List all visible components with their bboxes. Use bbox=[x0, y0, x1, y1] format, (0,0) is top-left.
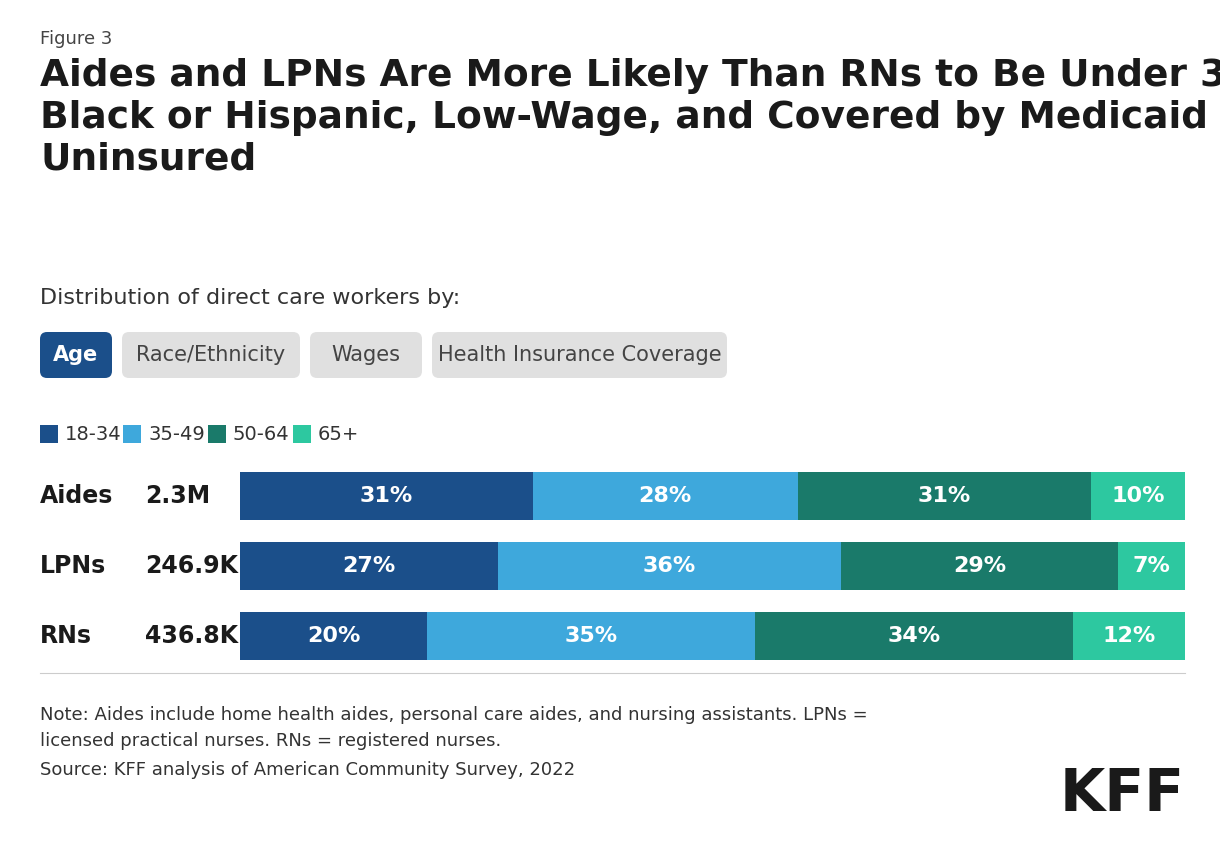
Bar bbox=[1119, 542, 1185, 590]
Bar bbox=[207, 425, 226, 443]
Text: 436.8K: 436.8K bbox=[145, 624, 238, 648]
Bar bbox=[123, 425, 142, 443]
Bar bbox=[427, 612, 755, 660]
Text: 7%: 7% bbox=[1132, 556, 1170, 576]
FancyBboxPatch shape bbox=[432, 332, 727, 378]
Text: 18-34: 18-34 bbox=[65, 424, 122, 443]
Text: Age: Age bbox=[54, 345, 99, 365]
Text: 34%: 34% bbox=[887, 626, 941, 646]
Text: LPNs: LPNs bbox=[40, 554, 106, 578]
Text: Aides and LPNs Are More Likely Than RNs to Be Under 35,
Black or Hispanic, Low-W: Aides and LPNs Are More Likely Than RNs … bbox=[40, 58, 1220, 178]
Bar bbox=[498, 542, 842, 590]
Text: Wages: Wages bbox=[332, 345, 400, 365]
Text: 10%: 10% bbox=[1111, 486, 1165, 506]
Text: 29%: 29% bbox=[953, 556, 1006, 576]
Bar bbox=[293, 425, 311, 443]
FancyBboxPatch shape bbox=[122, 332, 300, 378]
Text: 31%: 31% bbox=[917, 486, 971, 506]
Bar bbox=[842, 542, 1119, 590]
Text: Distribution of direct care workers by:: Distribution of direct care workers by: bbox=[40, 288, 460, 308]
Text: 12%: 12% bbox=[1102, 626, 1155, 646]
Bar bbox=[240, 542, 498, 590]
Bar bbox=[533, 472, 798, 520]
Text: 2.3M: 2.3M bbox=[145, 484, 210, 508]
Text: Race/Ethnicity: Race/Ethnicity bbox=[137, 345, 285, 365]
Text: Aides: Aides bbox=[40, 484, 113, 508]
Bar bbox=[798, 472, 1091, 520]
Text: 27%: 27% bbox=[343, 556, 395, 576]
Text: 65+: 65+ bbox=[318, 424, 360, 443]
Text: 20%: 20% bbox=[307, 626, 360, 646]
Bar bbox=[1072, 612, 1185, 660]
FancyBboxPatch shape bbox=[40, 332, 112, 378]
Bar bbox=[240, 612, 427, 660]
Text: 50-64: 50-64 bbox=[233, 424, 289, 443]
Text: KFF: KFF bbox=[1060, 766, 1185, 823]
Text: 28%: 28% bbox=[638, 486, 692, 506]
Text: 36%: 36% bbox=[643, 556, 697, 576]
Bar bbox=[240, 472, 533, 520]
Text: Source: KFF analysis of American Community Survey, 2022: Source: KFF analysis of American Communi… bbox=[40, 761, 575, 779]
Text: 246.9K: 246.9K bbox=[145, 554, 238, 578]
Text: Health Insurance Coverage: Health Insurance Coverage bbox=[438, 345, 721, 365]
Text: RNs: RNs bbox=[40, 624, 92, 648]
Bar bbox=[40, 425, 59, 443]
FancyBboxPatch shape bbox=[310, 332, 422, 378]
Text: 35%: 35% bbox=[565, 626, 617, 646]
Text: Note: Aides include home health aides, personal care aides, and nursing assistan: Note: Aides include home health aides, p… bbox=[40, 706, 867, 751]
Text: Figure 3: Figure 3 bbox=[40, 30, 112, 48]
Text: 35-49: 35-49 bbox=[148, 424, 205, 443]
Text: 31%: 31% bbox=[360, 486, 414, 506]
Bar bbox=[1091, 472, 1185, 520]
Bar bbox=[755, 612, 1072, 660]
